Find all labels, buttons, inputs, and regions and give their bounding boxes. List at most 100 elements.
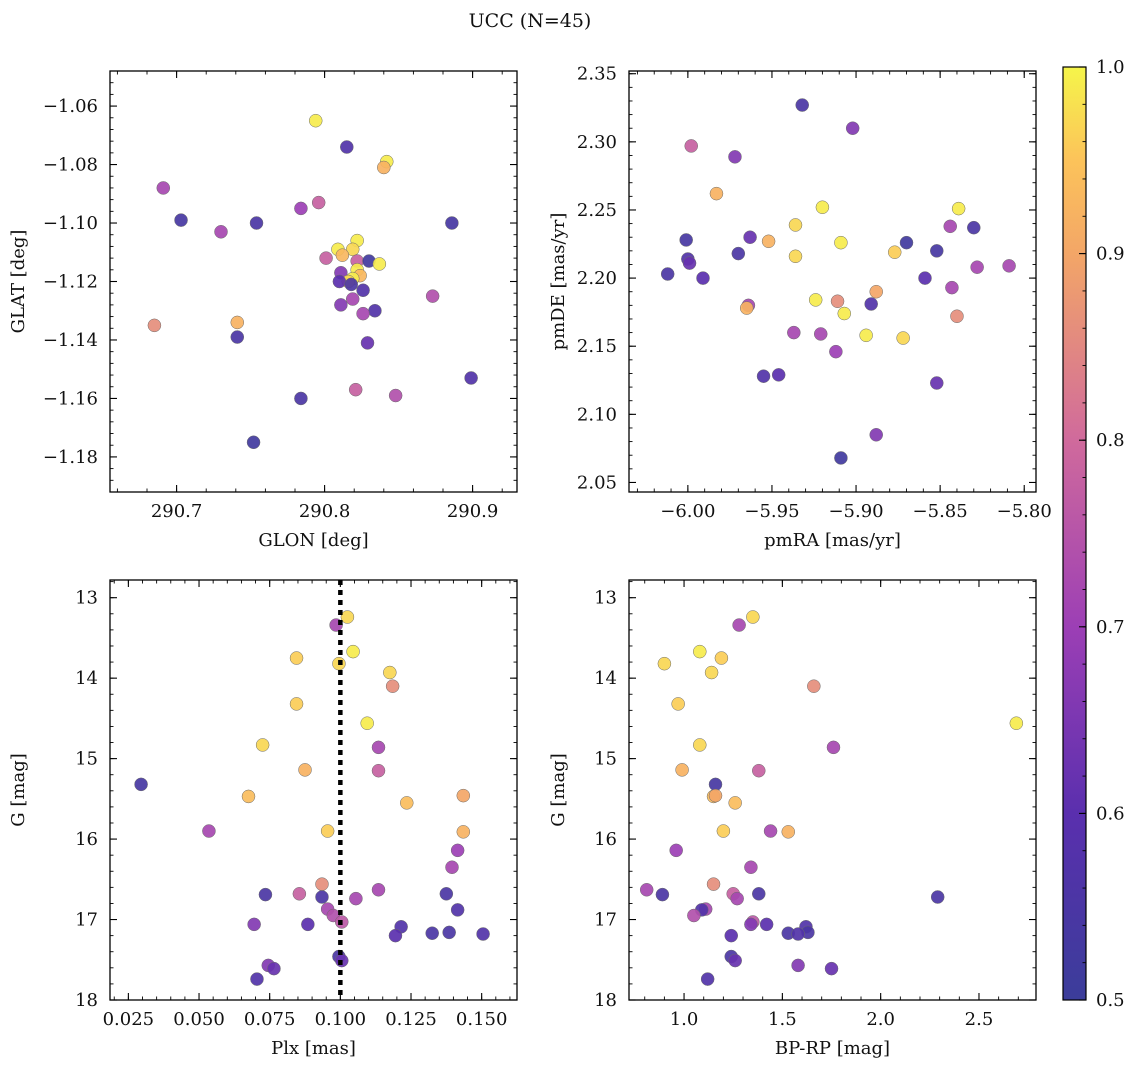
data-point [246,435,261,450]
data-point [660,267,675,281]
data-point [320,824,335,838]
data-point [348,382,363,397]
data-point [655,887,670,902]
data-point [669,843,683,858]
data-point [693,738,707,752]
data-point [787,325,801,340]
x-tick-label: −5.90 [828,501,883,522]
data-point [476,927,490,941]
x-axis-label: Plx [mas] [271,1038,356,1059]
colorbar: 0.5 0.6 0.7 0.8 0.9 1.0 [1062,57,1125,1011]
x-tick-label: 0.025 [103,1009,155,1030]
data-point [739,301,754,315]
y-tick-label: 14 [594,668,617,689]
figure-title: UCC (N=45) [469,10,592,32]
data-point [315,877,329,891]
data-point [425,926,439,940]
data-point [771,368,786,382]
y-tick-label: −1.08 [43,155,98,176]
x-tick-label: 2.5 [965,1009,994,1030]
x-tick-label: 0.125 [385,1009,437,1030]
data-point [808,293,823,307]
data-point [788,249,803,264]
data-point [360,336,375,350]
data-point [315,890,329,904]
data-point [1009,716,1024,730]
data-point [700,972,715,986]
data-point [298,763,312,777]
colorbar-gradient [1062,66,1087,1001]
data-point [388,928,403,943]
data-point [687,908,701,923]
data-point [930,244,944,258]
data-point [845,121,860,135]
colorbar-tick-label: 0.9 [1096,244,1125,265]
colorbar-tick-label: 0.5 [1096,990,1125,1011]
data-point [930,890,945,904]
x-tick-label: −6.00 [660,501,715,522]
data-point [360,716,374,730]
data-point [728,953,742,968]
data-point [456,788,471,803]
data-point [899,235,914,250]
data-point [970,260,984,274]
data-point [746,610,760,624]
data-point [445,216,459,230]
data-point [837,306,852,321]
data-point [335,248,350,262]
data-point [345,242,360,257]
data-point [743,230,757,244]
y-axis-label: GLAT [deg] [8,230,29,334]
data-point [791,958,805,973]
x-tick-label: 290.7 [151,501,203,522]
data-point [445,860,459,874]
data-point [294,391,308,406]
data-point [450,903,465,917]
data-point [830,294,845,309]
axes-frame [628,579,1037,1001]
data-point [752,887,766,901]
data-point [704,665,719,680]
data-point [371,763,386,778]
data-point [345,292,360,306]
y-tick-label: 17 [75,910,98,931]
data-point [334,298,348,312]
y-tick-label: 16 [594,829,617,850]
x-tick-label: −5.85 [913,501,968,522]
data-point [724,928,738,943]
data-point [450,843,465,858]
y-axis-label: G [mag] [8,753,29,826]
data-point [943,219,957,234]
data-point [214,225,228,239]
data-point [289,697,304,711]
data-point [371,740,386,755]
x-tick-label: −5.80 [997,501,1052,522]
y-tick-label: 13 [594,588,617,609]
data-point [716,824,731,838]
x-axis-label: GLON [deg] [258,530,368,551]
x-tick-label: 1.0 [670,1009,699,1030]
data-point [869,284,883,299]
data-point [456,825,471,839]
data-point [311,195,326,210]
data-point [340,140,354,154]
data-point [230,315,245,330]
data-point [250,972,264,986]
y-tick-label: 15 [594,749,617,770]
data-point [319,251,333,265]
colorbar-tick-label: 1.0 [1096,57,1125,78]
data-point [807,679,821,693]
y-tick-label: 18 [594,990,617,1011]
data-point [174,213,188,227]
data-point [728,150,742,164]
y-axis-label: G [mag] [548,753,569,826]
data-point [400,796,414,810]
data-point [671,697,685,711]
y-tick-label: 2.35 [577,64,617,85]
data-point [859,328,873,343]
data-point [693,644,707,659]
data-point [887,245,902,259]
y-tick-label: 2.05 [577,472,617,493]
axes-frame [628,70,1037,493]
